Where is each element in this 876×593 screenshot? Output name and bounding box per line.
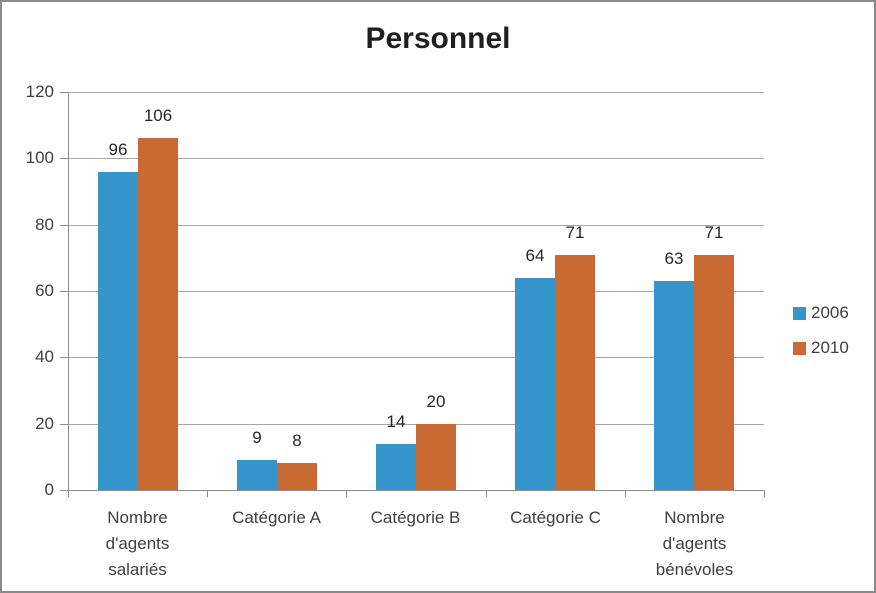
bar-2006-cat0 <box>98 172 138 490</box>
legend: 2006 2010 <box>793 302 849 372</box>
y-axis-label-60: 60 <box>35 281 54 300</box>
legend-label-2010: 2010 <box>811 338 849 357</box>
bar-value-2010-cat4: 71 <box>704 223 724 242</box>
chart-title: Personnel <box>365 22 511 55</box>
y-axis-label-0: 0 <box>44 480 54 499</box>
y-axis-tick-20 <box>60 424 68 425</box>
x-category-label-3: Catégorie C <box>510 508 601 527</box>
y-axis-tick-40 <box>60 357 68 358</box>
y-axis-label-20: 20 <box>35 414 54 433</box>
y-axis-line <box>68 92 69 497</box>
bar-2006-cat4 <box>654 281 694 490</box>
gridline-0 <box>68 490 764 491</box>
bar-2010-cat0 <box>138 138 178 490</box>
x-axis-tick-3 <box>486 490 487 497</box>
bar-value-2006-cat2: 14 <box>386 412 406 431</box>
y-axis-tick-80 <box>60 225 68 226</box>
bar-value-2006-cat4: 63 <box>664 249 684 268</box>
bar-value-2006-cat3: 64 <box>525 246 545 265</box>
x-axis-tick-5 <box>764 490 765 497</box>
gridline-80 <box>68 225 764 226</box>
bar-value-2006-cat1: 9 <box>252 428 262 447</box>
legend-item-2006: 2006 <box>793 302 849 324</box>
bar-2010-cat4 <box>694 255 734 490</box>
x-axis-tick-2 <box>346 490 347 497</box>
bar-2006-cat1 <box>237 460 277 490</box>
y-axis-label-100: 100 <box>25 148 54 167</box>
bar-2010-cat1 <box>277 463 317 490</box>
legend-swatch-2006 <box>793 306 806 320</box>
bar-2010-cat3 <box>555 255 595 490</box>
gridline-120 <box>68 92 764 93</box>
bar-value-2010-cat0: 106 <box>143 106 173 125</box>
gridline-60 <box>68 291 764 292</box>
gridline-40 <box>68 357 764 358</box>
bar-2010-cat2 <box>416 424 456 490</box>
y-axis-tick-0 <box>60 490 68 491</box>
bar-value-2010-cat1: 8 <box>292 431 302 450</box>
bar-value-2010-cat3: 71 <box>565 223 585 242</box>
x-category-label-4: Nombre d'agents bénévoles <box>655 508 734 579</box>
y-axis-tick-120 <box>60 92 68 93</box>
x-axis-tick-1 <box>207 490 208 497</box>
y-axis-label-120: 120 <box>25 82 54 101</box>
y-axis-tick-60 <box>60 291 68 292</box>
bar-value-2010-cat2: 20 <box>426 392 446 411</box>
gridline-100 <box>68 158 764 159</box>
y-axis-label-40: 40 <box>35 347 54 366</box>
x-category-label-2: Catégorie B <box>370 508 461 527</box>
x-category-label-1: Catégorie A <box>232 508 321 527</box>
bar-2006-cat2 <box>376 444 416 490</box>
legend-swatch-2010 <box>793 341 806 355</box>
x-category-label-0: Nombre d'agents salariés <box>105 508 170 579</box>
bar-value-2006-cat0: 96 <box>108 140 128 159</box>
x-axis-tick-0 <box>68 490 69 497</box>
legend-label-2006: 2006 <box>811 303 849 322</box>
legend-item-2010: 2010 <box>793 337 849 359</box>
y-axis-label-80: 80 <box>35 215 54 234</box>
bar-2006-cat3 <box>515 278 555 490</box>
y-axis-tick-100 <box>60 158 68 159</box>
x-axis-tick-4 <box>625 490 626 497</box>
